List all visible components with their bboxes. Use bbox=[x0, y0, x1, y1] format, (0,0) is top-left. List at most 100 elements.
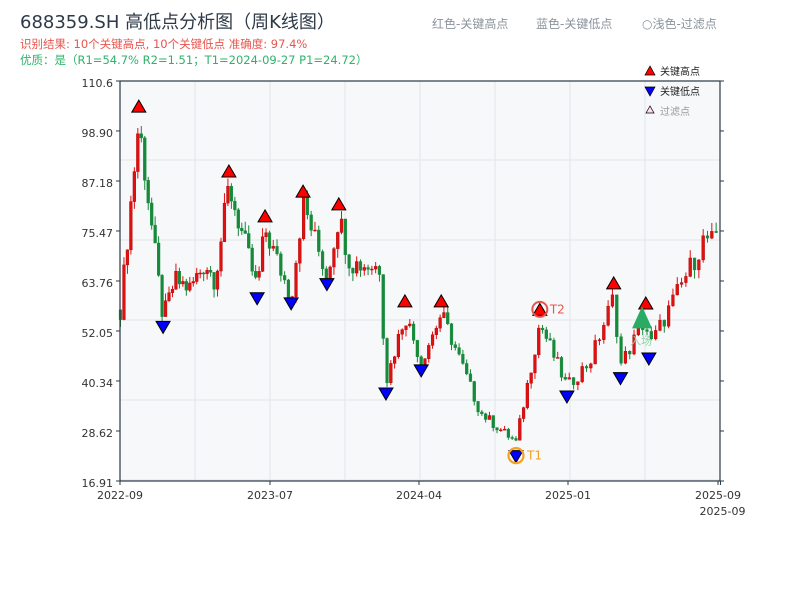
candle-down bbox=[465, 363, 469, 375]
candle-up bbox=[129, 201, 133, 251]
candle-up bbox=[328, 266, 332, 279]
key-low-marker bbox=[155, 320, 171, 335]
candle-down bbox=[146, 180, 150, 204]
candle-up bbox=[580, 366, 584, 382]
candle-down bbox=[649, 331, 653, 340]
key-low-marker bbox=[559, 390, 575, 404]
candle-down bbox=[619, 336, 623, 364]
x-tick-label: 2022-09 bbox=[97, 489, 143, 502]
t1-circle bbox=[507, 447, 525, 465]
candle-down bbox=[247, 233, 251, 249]
candle-down bbox=[286, 279, 291, 298]
candle-down bbox=[305, 195, 309, 216]
y-tick-label: 98.90 bbox=[82, 127, 114, 140]
legend-high-icon bbox=[644, 65, 656, 76]
candle-down bbox=[476, 401, 480, 413]
candle-down bbox=[506, 428, 510, 438]
candle-up bbox=[332, 248, 336, 268]
y-tick-label: 28.62 bbox=[82, 427, 114, 440]
candle-up bbox=[525, 383, 529, 408]
candle-up bbox=[188, 282, 192, 291]
entry-label: 入场 bbox=[630, 333, 652, 347]
candle-down bbox=[343, 218, 347, 255]
candle-up bbox=[597, 339, 602, 341]
candle-down bbox=[381, 274, 385, 339]
candle-up bbox=[632, 334, 636, 355]
key-high-marker bbox=[221, 164, 237, 178]
candle-down bbox=[415, 340, 419, 357]
y-tick-label: 63.76 bbox=[82, 277, 114, 290]
key-low-marker bbox=[249, 292, 265, 306]
candle-up bbox=[174, 271, 178, 290]
y-tick-label: 52.05 bbox=[82, 327, 114, 340]
candle-up bbox=[215, 270, 220, 290]
candle-down bbox=[143, 137, 147, 181]
candle-down bbox=[544, 329, 548, 339]
candle-down bbox=[559, 357, 564, 378]
candle-down bbox=[692, 257, 697, 271]
candle-down bbox=[419, 356, 423, 365]
candle-down bbox=[279, 253, 283, 276]
key-low-marker bbox=[640, 352, 657, 366]
candle-up bbox=[589, 363, 593, 369]
y-tick-label: 110.6 bbox=[82, 77, 114, 90]
x-tick-label: 2024-04 bbox=[396, 489, 442, 502]
candle-down bbox=[153, 224, 157, 244]
t2-circle bbox=[531, 300, 549, 318]
candle-down bbox=[208, 269, 213, 273]
t1-label: T1 bbox=[526, 449, 542, 463]
candle-up bbox=[264, 232, 268, 237]
candle-up bbox=[132, 171, 136, 202]
key-high-marker bbox=[531, 302, 548, 316]
candle-up bbox=[136, 133, 140, 172]
candle-down bbox=[184, 281, 188, 291]
candle-up bbox=[529, 372, 533, 384]
candle-down bbox=[468, 373, 473, 382]
candle-up bbox=[393, 356, 397, 364]
candle-up bbox=[487, 415, 492, 420]
candle-down bbox=[177, 271, 182, 285]
candle-down bbox=[267, 232, 272, 249]
key-high-marker bbox=[433, 293, 450, 308]
candle-up bbox=[294, 263, 298, 297]
candle-up bbox=[593, 340, 597, 365]
x-tick-label: 2025-09 bbox=[699, 505, 745, 518]
candle-up bbox=[370, 268, 374, 271]
x-tick-label: 2025-09 bbox=[695, 489, 741, 502]
legend-entry: 关键高点 bbox=[660, 65, 700, 78]
candle-down bbox=[472, 381, 476, 402]
candle-up bbox=[313, 229, 317, 232]
candle-up bbox=[181, 281, 185, 285]
candle-down bbox=[309, 214, 313, 231]
candle-down bbox=[628, 351, 632, 355]
candle-up bbox=[537, 327, 541, 356]
candle-down bbox=[366, 267, 370, 270]
candle-down bbox=[275, 246, 279, 255]
key-high-marker bbox=[330, 196, 347, 211]
candle-down bbox=[385, 338, 389, 384]
candle-up bbox=[684, 276, 688, 283]
y-tick-label: 40.34 bbox=[82, 377, 114, 390]
candle-up bbox=[170, 288, 175, 293]
candle-up bbox=[679, 282, 684, 285]
candle-up bbox=[710, 231, 714, 239]
candle-down bbox=[662, 319, 666, 327]
candle-down bbox=[358, 261, 363, 271]
candle-down bbox=[254, 270, 258, 278]
y-tick-label: 75.47 bbox=[82, 227, 114, 240]
key-high-marker bbox=[257, 208, 273, 223]
candle-down bbox=[411, 323, 416, 341]
candle-up bbox=[658, 319, 662, 331]
candle-up bbox=[567, 377, 571, 380]
candle-up bbox=[434, 327, 438, 335]
candle-down bbox=[645, 329, 649, 332]
candle-up bbox=[556, 357, 560, 359]
key-low-marker bbox=[319, 278, 335, 292]
candle-up bbox=[400, 329, 404, 335]
candles bbox=[118, 125, 718, 442]
candle-up bbox=[408, 323, 412, 327]
candle-down bbox=[584, 366, 589, 369]
key-low-marker bbox=[283, 297, 300, 311]
candle-up bbox=[355, 261, 359, 274]
key-high-marker bbox=[130, 99, 147, 113]
